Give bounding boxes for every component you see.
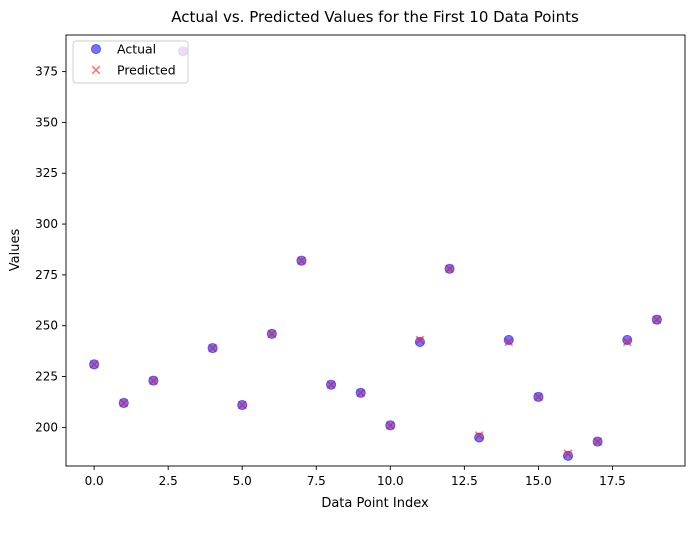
y-tick-label: 300	[35, 217, 58, 231]
predicted-point	[534, 392, 543, 402]
x-axis: 0.0 2.5 5.0 7.5 10.0 12.5 15.0 17.5	[85, 466, 626, 488]
predicted-point	[208, 343, 217, 353]
actual-point	[562, 450, 574, 461]
y-tick-label: 375	[35, 65, 58, 79]
legend-box	[72, 40, 189, 84]
x-tick-label: 2.5	[159, 474, 178, 488]
y-tick-label: 200	[35, 420, 58, 434]
x-tick-label: 0.0	[85, 474, 104, 488]
x-tick-label: 15.0	[525, 474, 552, 488]
predicted-point	[356, 388, 366, 398]
y-axis: 200 225 250 275 300 325 350 375	[35, 65, 66, 434]
x-tick-label: 12.5	[451, 474, 478, 488]
legend-actual-label: Actual	[117, 42, 156, 57]
predicted-point	[445, 264, 454, 274]
x-tick-label: 5.0	[233, 474, 252, 488]
predicted-point	[622, 337, 632, 347]
predicted-point	[119, 398, 129, 408]
actual-point	[414, 336, 425, 348]
predicted-point	[563, 449, 573, 459]
predicted-point	[267, 329, 277, 339]
data-points	[89, 46, 662, 461]
y-tick-label: 250	[35, 319, 58, 333]
legend-actual-marker	[90, 43, 102, 55]
x-axis-label: Data Point Index	[321, 496, 429, 511]
x-tick-label: 7.5	[307, 474, 326, 488]
predicted-point	[326, 380, 336, 390]
predicted-point	[297, 256, 306, 266]
predicted-point	[415, 335, 425, 345]
y-tick-label: 350	[35, 115, 58, 129]
actual-point	[503, 334, 514, 346]
actual-point	[622, 334, 633, 346]
predicted-point	[149, 376, 158, 385]
predicted-point	[474, 431, 484, 440]
chart-title: Actual vs. Predicted Values for the Firs…	[171, 8, 579, 26]
x-tick-label: 10.0	[377, 474, 404, 488]
legend-predicted-label: Predicted	[117, 63, 176, 78]
legend: Actual Predicted	[72, 40, 189, 84]
predicted-point	[89, 359, 99, 369]
x-tick-label: 17.5	[599, 474, 626, 488]
y-tick-label: 275	[35, 268, 58, 282]
predicted-point	[593, 437, 602, 446]
legend-predicted-marker	[91, 65, 101, 75]
predicted-point	[385, 420, 395, 430]
predicted-point	[237, 400, 247, 410]
plot-area	[65, 34, 686, 467]
y-tick-label: 325	[35, 166, 58, 180]
y-tick-label: 225	[35, 370, 58, 384]
y-axis-label: Values	[8, 229, 23, 272]
predicted-point	[504, 337, 514, 347]
predicted-point	[652, 315, 662, 324]
actual-point	[474, 432, 485, 443]
